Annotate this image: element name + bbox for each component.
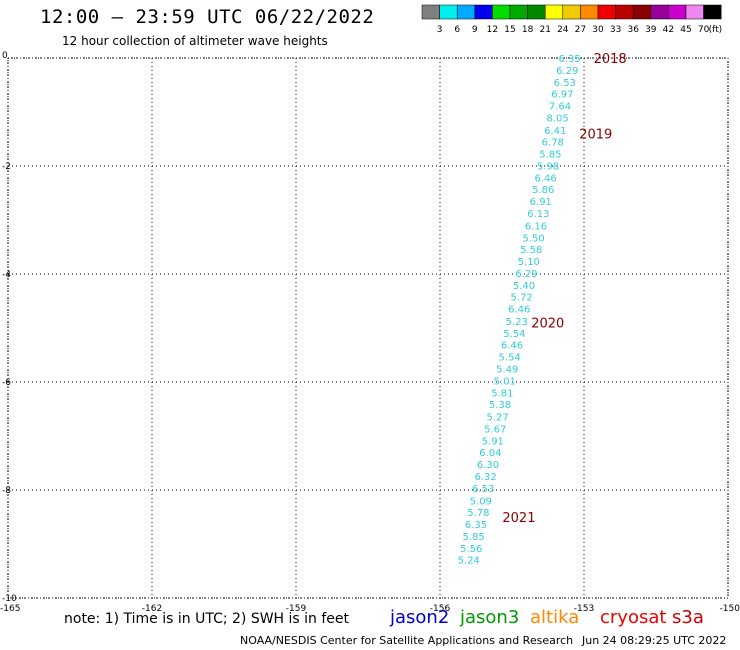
satellite-jason3: jason3	[460, 607, 520, 628]
wave-height-point: 5.01	[494, 376, 516, 387]
wave-height-point: 6.16	[525, 221, 547, 232]
x-tick-label: -153	[574, 604, 594, 614]
colorbar-label: 39	[645, 25, 657, 35]
wave-height-point: 5.50	[522, 233, 544, 244]
colorbar-label: 45	[680, 25, 691, 35]
y-tick-label: -6	[2, 378, 11, 388]
colorbar-label: 9	[472, 25, 478, 35]
credit-timestamp: Jun 24 08:29:25 UTC 2022	[582, 634, 727, 647]
wave-height-point: 6.46	[534, 173, 556, 184]
wave-height-point: 6.35	[465, 520, 487, 531]
colorbar-label: 6	[454, 25, 460, 35]
colorbar-label: 33	[610, 25, 621, 35]
wave-height-point: 5.40	[513, 281, 535, 292]
y-tick-label: -4	[2, 270, 11, 280]
wave-height-point: 5.54	[503, 329, 525, 340]
footnote: note: 1) Time is in UTC; 2) SWH is in fe…	[64, 611, 350, 627]
year-label: 2019	[579, 128, 612, 143]
wave-height-point: 6.53	[554, 78, 576, 89]
plot-frame	[7, 57, 729, 599]
wave-height-point: 5.86	[532, 185, 554, 196]
colorbar-label: 18	[522, 25, 534, 35]
colorbar-label: 27	[575, 25, 586, 35]
chart-subtitle: 12 hour collection of altimeter wave hei…	[62, 34, 328, 48]
wave-height-point: 6.29	[556, 66, 578, 77]
wave-height-point: 5.85	[539, 150, 561, 161]
wave-height-point: 5.58	[520, 245, 542, 256]
colorbar-label: 3	[437, 25, 443, 35]
y-tick-label: -8	[2, 486, 11, 496]
wave-height-point: 5.27	[486, 413, 508, 424]
wave-height-point: 6.46	[508, 305, 530, 316]
colorbar-label: 24	[557, 25, 569, 35]
x-tick-label: -159	[286, 604, 307, 614]
chart-title: 12:00 — 23:59 UTC 06/22/2022	[40, 6, 375, 28]
colorbar-unit: (ft)	[709, 25, 723, 35]
x-tick-label: -156	[430, 604, 451, 614]
colorbar-label: 70	[698, 25, 710, 35]
wave-height-point: 6.35	[558, 54, 580, 65]
wave-height-point: 5.10	[518, 257, 540, 268]
year-label: 2020	[531, 317, 564, 332]
wave-height-point: 5.54	[498, 353, 520, 364]
colorbar-label: 15	[504, 25, 515, 35]
wave-height-point: 5.78	[467, 508, 489, 519]
x-tick-label: -162	[142, 604, 162, 614]
wave-height-point: 6.41	[544, 126, 566, 137]
x-tick-label: -150	[720, 604, 740, 614]
wave-height-point: 6.29	[515, 269, 537, 280]
wave-height-point: 8.05	[546, 113, 568, 124]
satellite-altika: altika	[530, 607, 580, 628]
colorbar-label: 12	[487, 25, 498, 35]
satellite-cryosat: cryosat	[600, 607, 667, 628]
y-tick-label: -2	[2, 162, 11, 172]
wave-height-point: 6.97	[551, 90, 573, 101]
wave-height-point: 6.91	[530, 197, 552, 208]
wave-height-point: 5.38	[489, 400, 511, 411]
wave-height-point: 6.32	[474, 472, 496, 483]
y-tick-label: -10	[2, 594, 17, 604]
satellite-s3a: s3a	[672, 607, 704, 628]
x-tick-label: -165	[0, 604, 20, 614]
wave-height-point: 5.67	[484, 424, 506, 435]
wave-height-point: 5.23	[506, 317, 528, 328]
year-label: 2018	[594, 52, 627, 67]
wave-height-point: 5.91	[482, 436, 504, 447]
colorbar-label: 36	[627, 25, 639, 35]
colorbar-label: 42	[663, 25, 674, 35]
wave-height-point: 6.78	[542, 138, 564, 149]
color-legend: 3 6 9 12 15 18 21 24 27 30 33 36 39 42 45 70 (ft)	[421, 4, 723, 35]
y-tick-label: 0	[2, 51, 8, 61]
year-label: 2021	[502, 511, 535, 526]
wave-height-point: 7.64	[549, 102, 571, 113]
wave-height-point: 5.85	[462, 532, 484, 543]
wave-height-point: 5.56	[460, 544, 482, 555]
colorbar-label: 30	[592, 25, 604, 35]
wave-height-point: 6.13	[527, 209, 549, 220]
colorbar-swatch	[703, 4, 722, 20]
wave-height-point: 5.72	[510, 293, 532, 304]
wave-height-point: 5.49	[496, 365, 518, 376]
credit-line: NOAA/NESDIS Center for Satellite Applica…	[240, 634, 574, 647]
wave-height-point: 6.53	[472, 484, 494, 495]
wave-height-point: 5.09	[470, 496, 492, 507]
wave-height-point: 6.30	[477, 460, 499, 471]
wave-height-point: 5.24	[458, 556, 480, 567]
wave-height-point: 5.98	[537, 161, 559, 172]
satellite-jason2: jason2	[390, 607, 450, 628]
wave-height-point: 5.81	[491, 388, 513, 399]
colorbar-label: 21	[539, 25, 550, 35]
wave-height-point: 6.04	[479, 448, 501, 459]
wave-height-point: 6.46	[501, 341, 523, 352]
